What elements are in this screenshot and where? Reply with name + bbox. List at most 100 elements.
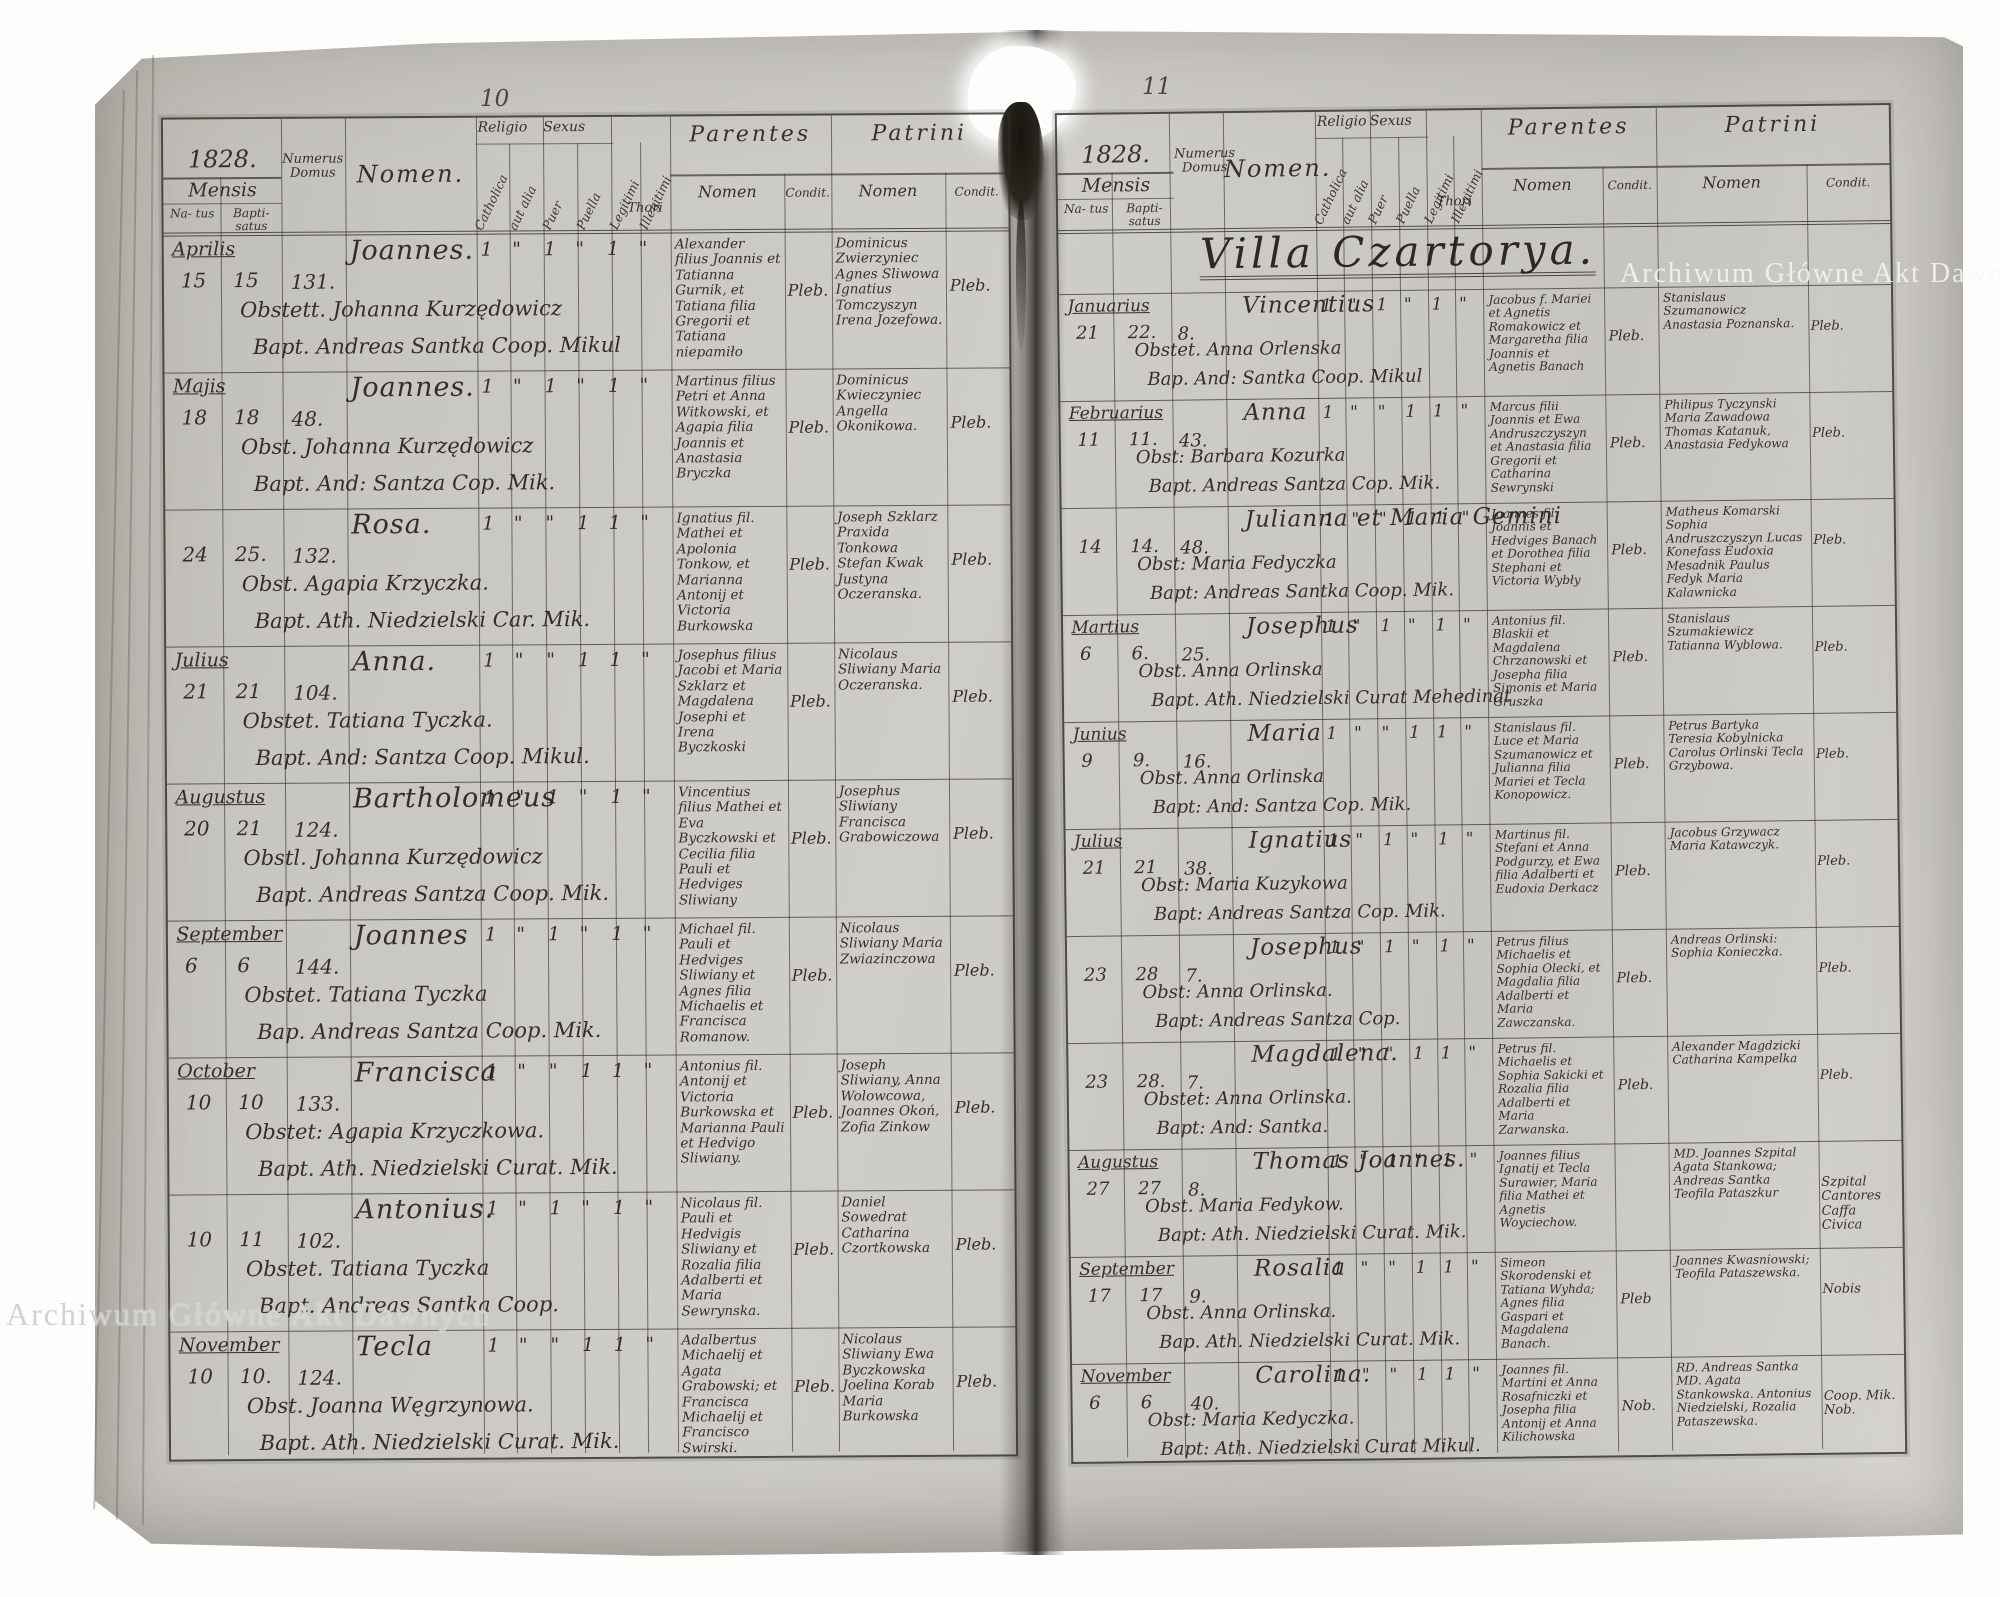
entry-natus-day: 10 bbox=[186, 1227, 213, 1252]
mark-aut-alia: " bbox=[1353, 723, 1362, 744]
mark-puer: " bbox=[548, 1060, 558, 1083]
entry-house-number: 144. bbox=[294, 954, 340, 979]
entry-baptisatus-day: 18 bbox=[233, 405, 260, 430]
mark-illegitimi: " bbox=[1460, 401, 1469, 422]
entry-godparents: Stanislaus Szumakiewicz Tatianna Wyblowa… bbox=[1666, 610, 1783, 653]
entry-parents-condition: Pleb. bbox=[1613, 755, 1650, 773]
entry-parents-condition: Pleb. bbox=[790, 691, 831, 711]
mark-legitimi: 1 bbox=[1439, 936, 1451, 957]
entry-baptizer-line: Bapt. Andreas Santza Coop. Mik. bbox=[256, 880, 610, 908]
mark-catholica: 1 bbox=[1330, 1044, 1342, 1065]
entry-parents-condition: Nob. bbox=[1621, 1397, 1656, 1415]
mark-puella: 1 bbox=[1406, 508, 1418, 529]
entry-baptizer-line: Bapt. Ath. Niedzielski Curat. Mik. bbox=[259, 1428, 620, 1456]
entry-godparents: Josephus Sliwiany Francisca Grabowiczowa bbox=[838, 783, 940, 846]
entry-month: Augustus bbox=[1077, 1151, 1159, 1173]
entries-right: Villa Czartorya. Januarius 21 22. 8. Vin… bbox=[1058, 219, 1906, 1472]
register-entry: September 6 6 144. Joannes 1 " 1 " 1 " O… bbox=[167, 915, 1014, 1058]
entry-parents-condition: Pleb. bbox=[1615, 862, 1651, 880]
entry-tally-marks: 1 " 1 " 1 " bbox=[1321, 294, 1484, 320]
header-baptisatus: Bapti- satus bbox=[1126, 200, 1163, 228]
mark-illegitimi: " bbox=[640, 511, 650, 534]
register-entry: Julius 21 21 38. Ignatius 1 " 1 " 1 " Ob… bbox=[1065, 818, 1899, 937]
register-entry: Junius 9 9. 16. Maria 1 " " 1 1 " Obst. … bbox=[1064, 711, 1898, 830]
mark-legitimi: 1 bbox=[610, 785, 623, 808]
ink-blot-streak bbox=[1016, 200, 1026, 350]
entry-natus-day: 15 bbox=[180, 268, 207, 293]
entry-midwife-line: Obst. Johanna Kurzędowicz bbox=[240, 433, 534, 460]
mark-aut-alia: " bbox=[1361, 1365, 1370, 1386]
entry-godparents: Alexander Magdzicki Catharina Kampelka bbox=[1672, 1038, 1801, 1068]
register-entry: November 10 10. 124. Tecla 1 " " 1 1 " O… bbox=[170, 1326, 1017, 1469]
entry-parents: Antonius fil. Blaskii et Magdalena Chrza… bbox=[1492, 612, 1598, 709]
entry-tally-marks: 1 " " 1 1 " bbox=[482, 512, 668, 537]
entries-left: Aprilis 15 15 131. Joannes. 1 " 1 " 1 " … bbox=[163, 227, 1017, 1469]
entry-baptizer-line: Bapt. Ath. Niedzielski Curat. Mik. bbox=[257, 1154, 618, 1182]
mark-illegitimi: " bbox=[645, 1333, 655, 1356]
mark-illegitimi: " bbox=[1469, 1150, 1478, 1171]
register-entry: 24 25. 132. Rosa. 1 " " 1 1 " Obst. Agap… bbox=[165, 504, 1012, 647]
entry-month: November bbox=[178, 1333, 280, 1357]
entry-child-name: Joannes. bbox=[350, 371, 475, 404]
entry-month: Aprilis bbox=[172, 238, 236, 261]
entry-godparents-condition: Pleb. bbox=[1819, 1067, 1854, 1083]
entry-godparents-condition: Pleb. bbox=[952, 686, 994, 706]
entry-tally-marks: 1 " 1 " 1 " bbox=[485, 923, 671, 948]
mark-catholica: 1 bbox=[1332, 1258, 1344, 1279]
header-natus: Na- tus bbox=[170, 206, 215, 221]
entry-natus-day: 20 bbox=[184, 816, 210, 841]
entry-parents-condition: Pleb. bbox=[1617, 1076, 1654, 1094]
entry-month: November bbox=[1080, 1365, 1171, 1387]
entry-house-number: 132. bbox=[292, 543, 337, 568]
entry-parents: Vincentius filius Mathei et Eva Byczkows… bbox=[678, 784, 782, 909]
mark-illegitimi: " bbox=[1465, 829, 1474, 850]
entry-baptizer-line: Bapt: Ath. Niedzielski Curat Mikul. bbox=[1160, 1435, 1481, 1460]
right-page: 1828. Mensis Na- tus Bapti- satus Numeru… bbox=[1054, 102, 1908, 1472]
mark-catholica: 1 bbox=[1326, 723, 1338, 744]
entry-godparents: Stanislaus Szumanowicz Anastasia Poznans… bbox=[1663, 289, 1795, 332]
header-puer: Puer bbox=[1364, 192, 1392, 227]
entry-baptisatus-day: 25. bbox=[234, 541, 267, 567]
header-numerus-domus: Numerus Domus bbox=[282, 151, 344, 182]
entry-parents: Jacobus f. Mariei et Agnetis Romakowicz … bbox=[1488, 291, 1592, 375]
header-patrini-nomen: Nomen bbox=[858, 180, 918, 201]
mark-legitimi: 1 bbox=[1436, 722, 1448, 743]
entry-month: Martius bbox=[1071, 617, 1140, 638]
entry-baptisatus-day: 15 bbox=[233, 268, 259, 293]
entry-baptizer-line: Bapt. Ath. Niedzielski Car. Mik. bbox=[254, 606, 591, 634]
entry-parents: Antonius fil. Antonij et Victoria Burkow… bbox=[679, 1057, 785, 1167]
left-page: 1828. Mensis Na- tus Bapti- satus Numeru… bbox=[160, 112, 1019, 1469]
entry-parents: Nicolaus fil. Pauli et Hedvigis Sliwiany… bbox=[680, 1194, 763, 1320]
entry-tally-marks: 1 " 1 " 1 " bbox=[486, 1197, 672, 1222]
entry-natus-day: 21 bbox=[1082, 857, 1106, 879]
mark-puella: " bbox=[579, 923, 589, 946]
mark-illegitimi: " bbox=[643, 1059, 653, 1082]
entry-parents-condition: Pleb bbox=[1620, 1290, 1652, 1308]
village-heading: Villa Czartorya. bbox=[1058, 224, 1891, 294]
entry-godparents-condition: Pleb. bbox=[955, 1234, 997, 1254]
header-mensis: Mensis bbox=[1057, 173, 1175, 201]
entry-godparents-condition: Pleb. bbox=[956, 1371, 998, 1391]
header-year: 1828. bbox=[163, 144, 282, 180]
mark-aut-alia: " bbox=[1348, 295, 1357, 316]
entry-baptizer-line: Bapt: And: Santza Cop. Mik. bbox=[1152, 793, 1412, 819]
entry-baptizer-line: Bap. And: Santka Coop. Mikul bbox=[1147, 365, 1423, 391]
entry-month: September bbox=[1079, 1258, 1175, 1280]
mark-puella: " bbox=[1410, 829, 1419, 850]
entry-parents: Marcus filii Joannis et Ewa Andruszczysz… bbox=[1489, 399, 1592, 495]
entry-parents-condition: Pleb. bbox=[1616, 969, 1653, 987]
entry-natus-day: 9 bbox=[1081, 750, 1093, 772]
header-patrini-conditio: Condit. bbox=[954, 184, 999, 199]
entry-midwife-line: Obstet. Tatiana Tyczka bbox=[244, 981, 488, 1008]
page-number-right: 11 bbox=[1142, 74, 1172, 100]
entry-parents: Joannes fil. Joannis et Hedviges Banach … bbox=[1490, 506, 1598, 589]
mark-aut-alia: " bbox=[517, 1197, 527, 1220]
header-natus: Na- tus bbox=[1064, 201, 1109, 217]
entry-house-number: 124. bbox=[293, 817, 339, 842]
register-entry: Januarius 21 22. 8. Vincentius 1 " 1 " 1… bbox=[1058, 283, 1893, 402]
entry-godparents-condition: Nobis bbox=[1822, 1281, 1861, 1297]
entry-midwife-line: Obst. Maria Fedykow. bbox=[1144, 1193, 1344, 1218]
mark-legitimi: 1 bbox=[611, 922, 624, 945]
entry-midwife-line: Obst. Joanna Węgrzynowa. bbox=[246, 1392, 534, 1419]
entry-godparents: Joseph Szklarz Praxida Tonkowa Stefan Kw… bbox=[837, 508, 938, 603]
